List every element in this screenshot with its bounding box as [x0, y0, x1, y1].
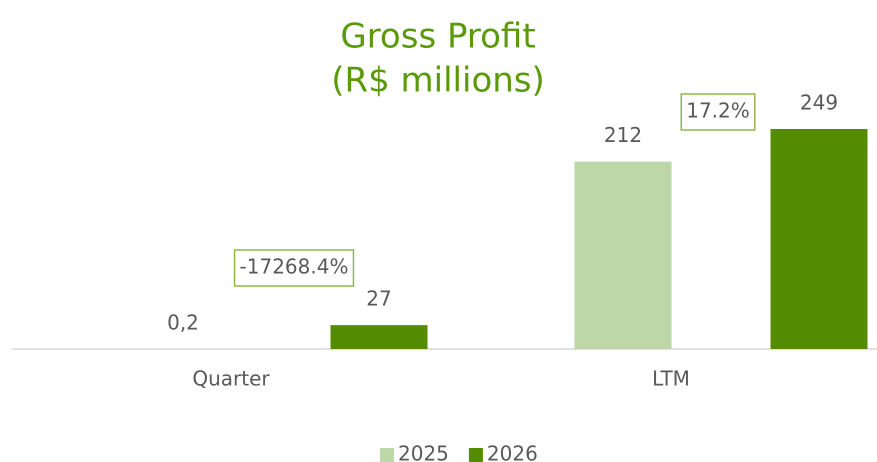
annotation-box	[233, 249, 355, 287]
annotation: 17.2%	[686, 99, 750, 123]
bar	[574, 161, 672, 349]
data-label: 27	[366, 287, 391, 311]
data-label: 212	[604, 123, 642, 147]
legend-swatch	[380, 448, 394, 462]
data-label: 249	[800, 91, 838, 115]
bar	[770, 129, 868, 349]
x-tick-label: Quarter	[192, 367, 270, 391]
bar	[330, 325, 428, 349]
chart-title: Gross Profit	[340, 17, 535, 57]
legend-swatch	[468, 448, 483, 462]
x-tick-label: LTM	[652, 367, 690, 391]
legend-label: 2025	[398, 442, 449, 462]
annotation-box	[680, 93, 756, 131]
annotation: -17268.4%	[240, 255, 349, 279]
legend-label: 2026	[487, 442, 538, 462]
chart-subtitle: (R$ millions)	[331, 61, 545, 101]
data-label: 0,2	[167, 310, 199, 334]
